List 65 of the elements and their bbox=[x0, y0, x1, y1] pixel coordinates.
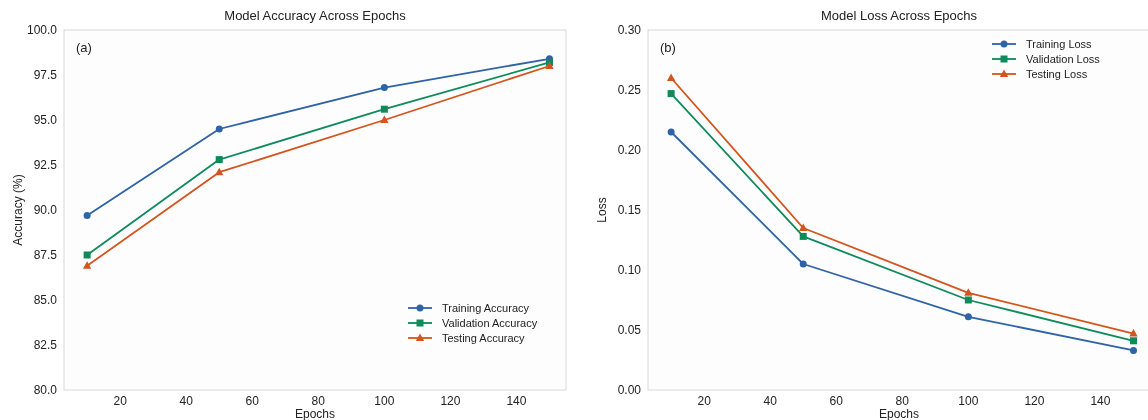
legend-label: Training Loss bbox=[1026, 38, 1093, 50]
x-tick-label: 60 bbox=[829, 394, 844, 408]
y-tick-label: 0.30 bbox=[617, 23, 642, 37]
legend-label: Testing Loss bbox=[1026, 68, 1088, 80]
x-tick-label: 40 bbox=[179, 394, 194, 408]
point bbox=[83, 211, 91, 219]
point bbox=[964, 288, 973, 296]
y-axis-title: Loss bbox=[595, 197, 609, 223]
x-tick-label: 40 bbox=[763, 394, 778, 408]
y-tick-label: 0.15 bbox=[617, 203, 642, 217]
chart-title: Model Loss Across Epochs bbox=[820, 8, 978, 23]
legend-label: Validation Loss bbox=[1026, 53, 1101, 65]
legend-label: Testing Accuracy bbox=[442, 332, 526, 344]
annotation: (b) bbox=[660, 40, 676, 55]
point bbox=[964, 313, 972, 321]
y-tick-label: 92.5 bbox=[33, 158, 58, 172]
chart-title: Model Accuracy Across Epochs bbox=[224, 8, 407, 23]
point bbox=[1129, 337, 1137, 345]
x-tick-label: 20 bbox=[697, 394, 712, 408]
y-tick-label: 87.5 bbox=[33, 248, 58, 262]
point bbox=[215, 156, 223, 164]
x-tick-label: 140 bbox=[1090, 394, 1111, 408]
point bbox=[83, 251, 91, 259]
point bbox=[964, 296, 972, 304]
x-tick-label: 100 bbox=[958, 394, 979, 408]
x-axis-title: Epochs bbox=[878, 407, 920, 420]
point bbox=[667, 128, 675, 136]
y-tick-label: 80.0 bbox=[33, 383, 58, 397]
point bbox=[215, 125, 223, 133]
y-axis-title: Accuracy (%) bbox=[11, 174, 25, 246]
legend-label: Validation Accuracy bbox=[442, 317, 538, 329]
y-tick-label: 0.00 bbox=[617, 383, 642, 397]
x-axis-title: Epochs bbox=[294, 407, 336, 420]
y-tick-label: 0.25 bbox=[617, 83, 642, 97]
y-tick-label: 95.0 bbox=[33, 113, 58, 127]
x-tick-label: 80 bbox=[895, 394, 910, 408]
point bbox=[215, 167, 224, 176]
point bbox=[666, 73, 676, 81]
x-tick-label: 80 bbox=[311, 394, 326, 408]
y-tick-label: 97.5 bbox=[33, 68, 58, 82]
x-tick-label: 120 bbox=[440, 394, 461, 408]
point bbox=[1129, 346, 1137, 354]
y-tick-label: 0.05 bbox=[617, 323, 642, 337]
y-tick-label: 82.5 bbox=[33, 338, 58, 352]
y-tick-label: 0.10 bbox=[617, 263, 642, 277]
point bbox=[667, 90, 675, 98]
x-tick-label: 140 bbox=[506, 394, 527, 408]
y-tick-label: 90.0 bbox=[33, 203, 58, 217]
legend-label: Training Accuracy bbox=[442, 302, 530, 314]
point bbox=[799, 260, 807, 268]
x-tick-label: 20 bbox=[113, 394, 128, 408]
point bbox=[1129, 329, 1138, 337]
point bbox=[82, 261, 92, 269]
y-tick-label: 85.0 bbox=[33, 293, 58, 307]
y-tick-label: 100.0 bbox=[26, 23, 58, 37]
point bbox=[799, 223, 808, 231]
point bbox=[380, 84, 388, 92]
point bbox=[380, 105, 388, 113]
point bbox=[799, 232, 807, 240]
x-tick-label: 60 bbox=[245, 394, 260, 408]
y-tick-label: 0.20 bbox=[617, 143, 642, 157]
x-tick-label: 100 bbox=[374, 394, 395, 408]
annotation: (a) bbox=[76, 40, 92, 55]
x-tick-label: 120 bbox=[1024, 394, 1045, 408]
point bbox=[380, 115, 389, 123]
